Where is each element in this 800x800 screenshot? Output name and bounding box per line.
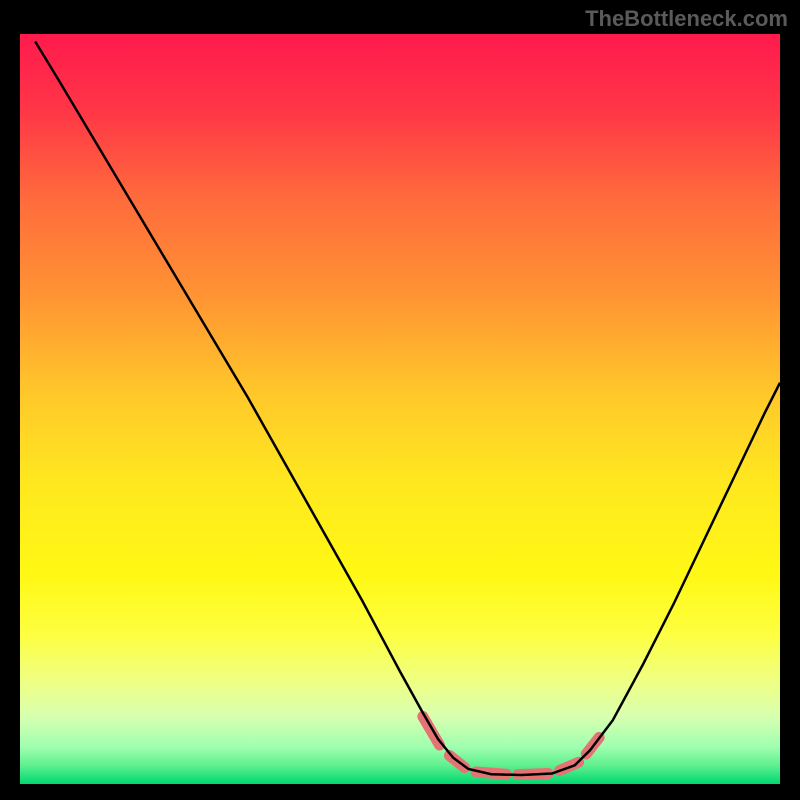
attribution-text: TheBottleneck.com — [585, 6, 788, 32]
plot-area — [20, 34, 780, 784]
curve-layer — [20, 34, 780, 784]
chart-container: TheBottleneck.com — [0, 0, 800, 800]
bottleneck-curve — [35, 42, 780, 776]
highlight-segment — [423, 717, 440, 746]
